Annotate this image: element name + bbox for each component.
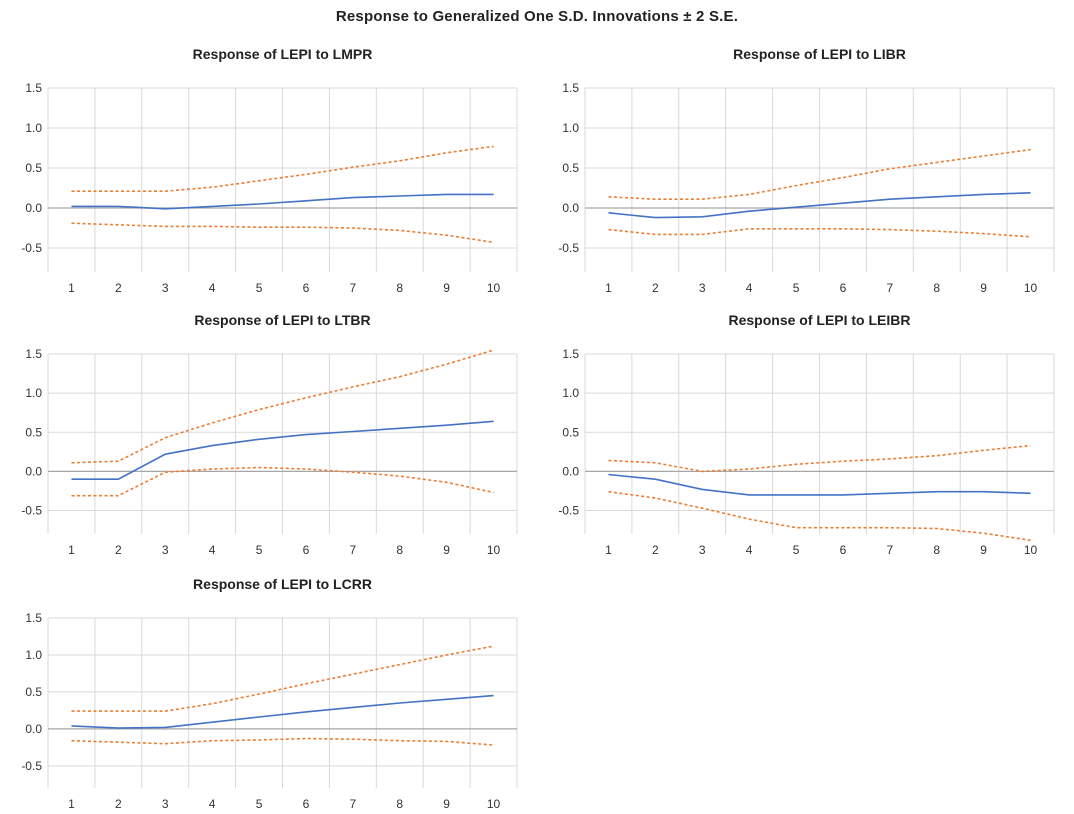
y-tick-label: -0.5 (21, 504, 42, 518)
y-tick-label: -0.5 (21, 241, 42, 255)
panel-title-libr: Response of LEPI to LIBR (733, 46, 906, 62)
upper-band-leibr (608, 444, 1031, 473)
y-tick-label: 0.5 (25, 685, 42, 699)
x-tick-label: 3 (162, 281, 169, 295)
y-tick-label: 0.5 (25, 425, 42, 439)
y-tick-label: -0.5 (558, 504, 579, 518)
x-tick-label: 5 (256, 797, 263, 811)
panel-title-ltbr: Response of LEPI to LTBR (194, 312, 370, 328)
y-tick-label: -0.5 (21, 759, 42, 773)
x-tick-label: 3 (699, 543, 706, 557)
x-tick-label: 2 (652, 281, 659, 295)
x-tick-label: 10 (1024, 281, 1038, 295)
x-tick-label: 9 (980, 281, 987, 295)
lower-band-lcrr (71, 737, 494, 746)
x-tick-label: 4 (209, 543, 216, 557)
x-tick-label: 8 (396, 281, 403, 295)
x-tick-label: 1 (605, 281, 612, 295)
y-tick-label: 0.0 (25, 722, 42, 736)
upper-band-lmpr (71, 145, 494, 192)
x-tick-label: 2 (115, 543, 122, 557)
x-tick-label: 1 (68, 797, 75, 811)
response-line-lmpr (71, 193, 494, 210)
panel-title-leibr: Response of LEPI to LEIBR (728, 312, 910, 328)
panel-leibr: Response of LEPI to LEIBR 1.5 1.0 0.5 0.0 -0.… (558, 312, 1055, 557)
upper-band-libr (608, 148, 1031, 200)
x-tick-label: 3 (162, 543, 169, 557)
y-tick-label: -0.5 (558, 241, 579, 255)
x-tick-label: 2 (115, 281, 122, 295)
x-tick-label: 9 (443, 797, 450, 811)
x-tick-label: 7 (350, 797, 357, 811)
y-tick-label: 1.5 (25, 347, 42, 361)
x-tick-label: 7 (887, 543, 894, 557)
panel-ltbr: Response of LEPI to LTBR 1.5 1.0 0.5 0.0 -0.5… (21, 312, 518, 557)
x-tick-label: 5 (256, 281, 263, 295)
y-tick-label: 0.0 (25, 201, 42, 215)
x-tick-label: 5 (793, 281, 800, 295)
x-tick-label: 6 (840, 281, 847, 295)
panel-title-lmpr: Response of LEPI to LMPR (193, 46, 373, 62)
y-tick-label: 1.0 (25, 121, 42, 135)
x-tick-label: 3 (162, 797, 169, 811)
x-tick-label: 1 (68, 543, 75, 557)
y-tick-label: 0.5 (25, 161, 42, 175)
y-tick-label: 1.0 (562, 386, 579, 400)
x-tick-label: 8 (933, 281, 940, 295)
x-tick-label: 6 (840, 543, 847, 557)
y-tick-label: 0.5 (562, 425, 579, 439)
x-tick-label: 10 (487, 281, 501, 295)
panel-libr: Response of LEPI to LIBR 1.5 1.0 0.5 0.0 -0.5… (558, 46, 1055, 295)
x-tick-label: 7 (350, 281, 357, 295)
y-tick-label: 0.0 (562, 464, 579, 478)
figure-title: Response to Generalized One S.D. Innovat… (335, 8, 739, 25)
x-tick-label: 7 (887, 281, 894, 295)
x-tick-label: 4 (209, 281, 216, 295)
x-tick-label: 2 (115, 797, 122, 811)
x-tick-label: 8 (396, 797, 403, 811)
x-tick-label: 4 (746, 281, 753, 295)
upper-band-ltbr (71, 349, 494, 464)
x-tick-label: 9 (443, 281, 450, 295)
y-tick-label: 0.0 (562, 201, 579, 215)
x-tick-label: 4 (746, 543, 753, 557)
x-tick-label: 4 (209, 797, 216, 811)
lower-band-libr (608, 228, 1031, 238)
y-tick-label: 1.5 (562, 81, 579, 95)
x-tick-label: 2 (652, 543, 659, 557)
x-tick-label: 8 (933, 543, 940, 557)
y-tick-label: 1.5 (25, 81, 42, 95)
response-line-libr (608, 192, 1031, 219)
x-tick-label: 1 (68, 281, 75, 295)
y-tick-label: 1.0 (25, 386, 42, 400)
y-tick-label: 1.5 (562, 347, 579, 361)
x-tick-label: 9 (443, 543, 450, 557)
y-tick-label: 1.0 (562, 121, 579, 135)
x-tick-label: 1 (605, 543, 612, 557)
x-tick-label: 10 (487, 797, 501, 811)
response-line-leibr (608, 473, 1031, 496)
x-tick-label: 5 (256, 543, 263, 557)
y-tick-label: 0.0 (25, 464, 42, 478)
x-tick-label: 7 (350, 543, 357, 557)
x-tick-label: 6 (303, 543, 310, 557)
panel-lcrr: Response of LEPI to LCRR 1.5 1.0 0.5 0.0 -0.5… (21, 576, 518, 811)
lower-band-ltbr (71, 466, 494, 497)
panel-lmpr: Response of LEPI to LMPR 1.5 1.0 0.5 0.0 -0.5… (21, 46, 518, 295)
y-tick-label: 0.5 (562, 161, 579, 175)
x-tick-label: 9 (980, 543, 987, 557)
panel-title-lcrr: Response of LEPI to LCRR (193, 576, 372, 592)
x-tick-label: 10 (487, 543, 501, 557)
x-tick-label: 10 (1024, 543, 1038, 557)
response-line-lcrr (71, 694, 494, 729)
x-tick-label: 8 (396, 543, 403, 557)
response-line-ltbr (71, 420, 494, 480)
x-tick-label: 5 (793, 543, 800, 557)
x-tick-label: 3 (699, 281, 706, 295)
x-tick-label: 6 (303, 281, 310, 295)
lower-band-lmpr (71, 222, 494, 244)
x-tick-label: 6 (303, 797, 310, 811)
y-tick-label: 1.5 (25, 611, 42, 625)
y-tick-label: 1.0 (25, 648, 42, 662)
